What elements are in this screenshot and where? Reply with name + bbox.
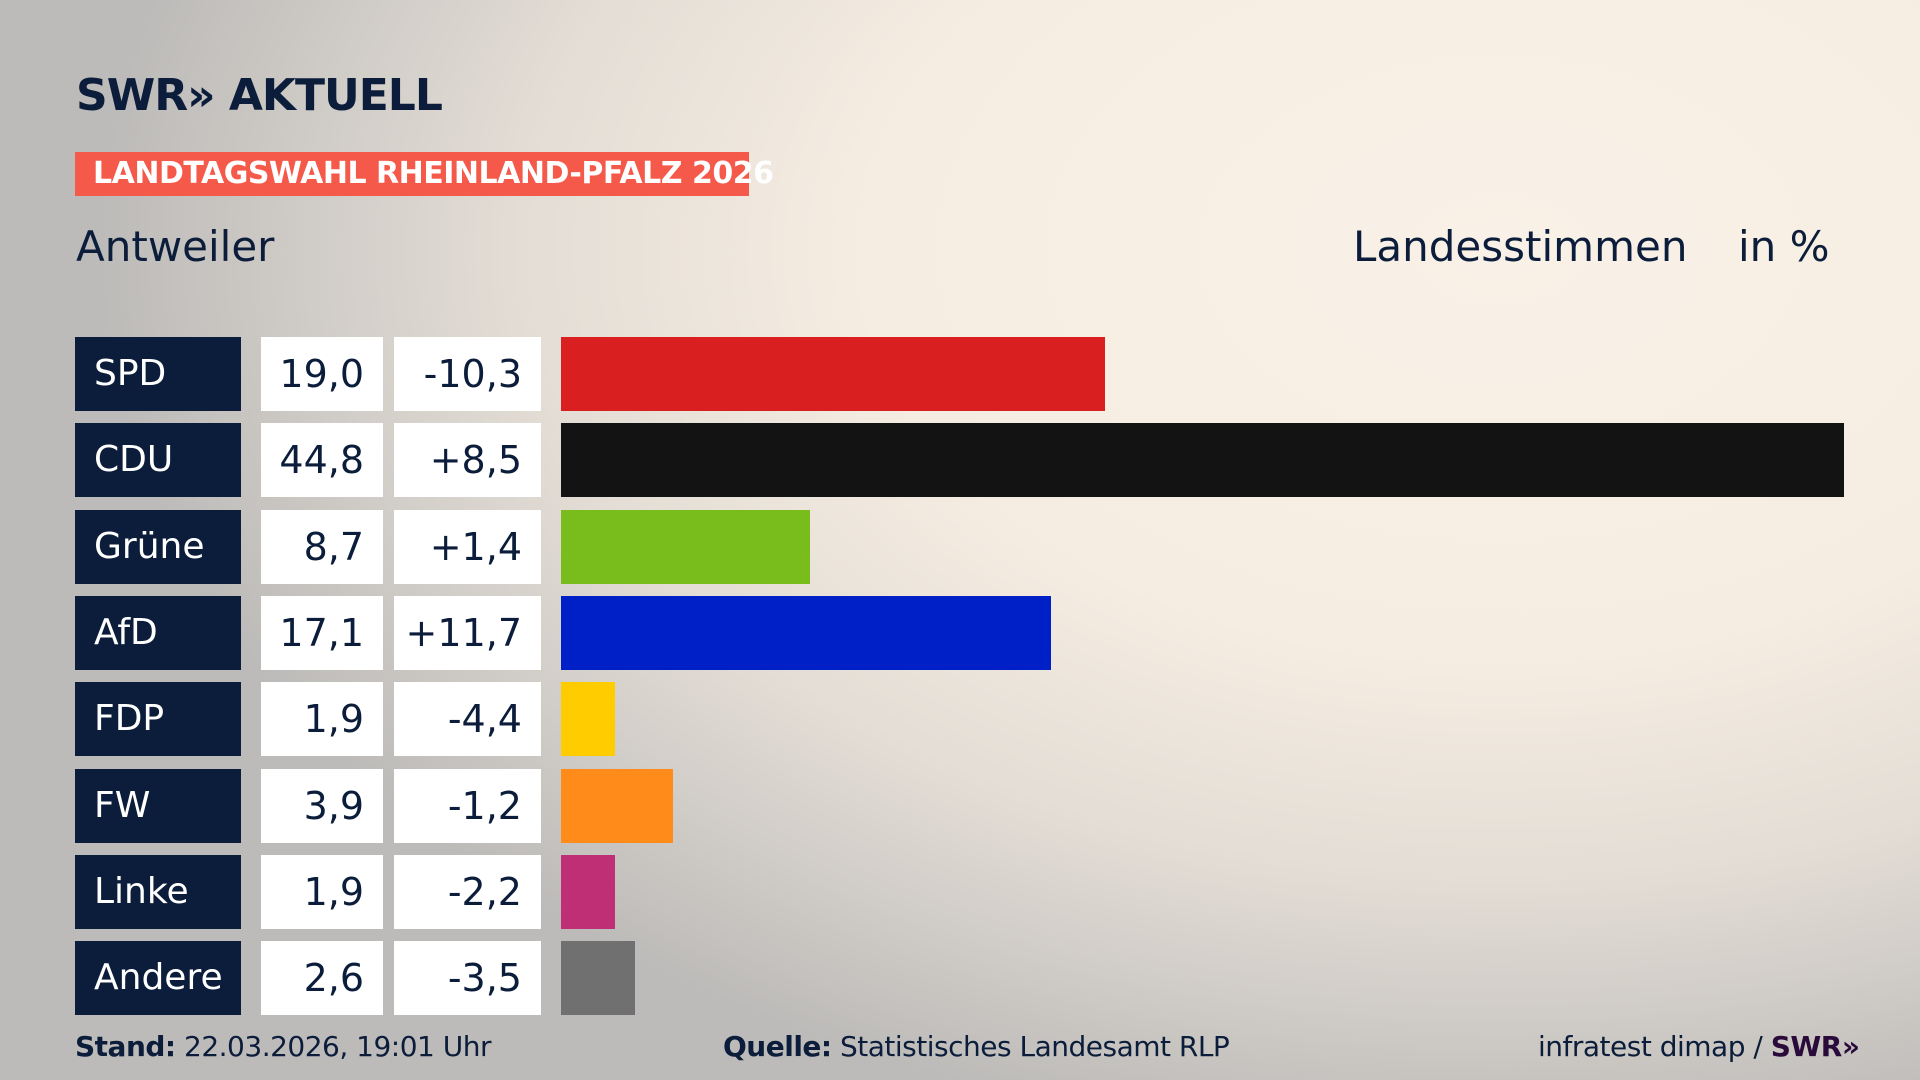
timestamp: Stand: 22.03.2026, 19:01 Uhr bbox=[75, 1030, 491, 1063]
value-label: 17,1 bbox=[261, 595, 383, 670]
change-label: -3,5 bbox=[394, 941, 541, 1016]
swr-aktuell-logo: SWR» AKTUELL bbox=[76, 70, 443, 121]
value-label: 8,7 bbox=[261, 509, 383, 584]
change-label: +8,5 bbox=[394, 423, 541, 498]
unit-label: in % bbox=[1738, 222, 1830, 271]
change-label: +1,4 bbox=[394, 509, 541, 584]
value-label: 19,0 bbox=[261, 337, 383, 411]
value-label: 1,9 bbox=[261, 854, 383, 929]
value-label: 44,8 bbox=[261, 423, 383, 498]
source-label: Quelle: bbox=[723, 1030, 832, 1063]
change-label: -2,2 bbox=[394, 854, 541, 929]
party-label: SPD bbox=[75, 337, 241, 411]
party-label: AfD bbox=[75, 595, 241, 670]
party-label: Linke bbox=[75, 854, 241, 929]
bar-andere bbox=[561, 941, 636, 1016]
region-title: Antweiler bbox=[76, 222, 275, 271]
value-label: 3,9 bbox=[261, 768, 383, 843]
bar-spd bbox=[561, 337, 1106, 411]
bar-fw bbox=[561, 768, 673, 843]
value-label: 2,6 bbox=[261, 941, 383, 1016]
source-value: Statistisches Landesamt RLP bbox=[840, 1030, 1230, 1063]
party-label: CDU bbox=[75, 423, 241, 498]
change-label: -1,2 bbox=[394, 768, 541, 843]
bar-cdu bbox=[561, 423, 1844, 498]
change-label: -4,4 bbox=[394, 682, 541, 757]
source: Quelle: Statistisches Landesamt RLP bbox=[723, 1030, 1230, 1063]
party-label: FW bbox=[75, 768, 241, 843]
stand-label: Stand: bbox=[75, 1030, 176, 1063]
party-label: Grüne bbox=[75, 509, 241, 584]
bar-linke bbox=[561, 854, 616, 929]
election-banner: LANDTAGSWAHL RHEINLAND-PFALZ 2026 bbox=[75, 152, 774, 196]
bar-fdp bbox=[561, 682, 616, 757]
stand-value: 22.03.2026, 19:01 Uhr bbox=[184, 1030, 491, 1063]
credit-text: infratest dimap / bbox=[1538, 1030, 1763, 1063]
party-label: Andere bbox=[75, 941, 241, 1016]
credit: infratest dimap / SWR» bbox=[1538, 1030, 1860, 1063]
swr-logo-small: SWR» bbox=[1770, 1030, 1860, 1063]
value-label: 1,9 bbox=[261, 682, 383, 757]
change-label: -10,3 bbox=[394, 337, 541, 411]
change-label: +11,7 bbox=[394, 595, 541, 670]
measure-label: Landesstimmen bbox=[1353, 222, 1688, 271]
bar-afd bbox=[561, 595, 1051, 670]
bar-grüne bbox=[561, 509, 811, 584]
party-label: FDP bbox=[75, 682, 241, 757]
